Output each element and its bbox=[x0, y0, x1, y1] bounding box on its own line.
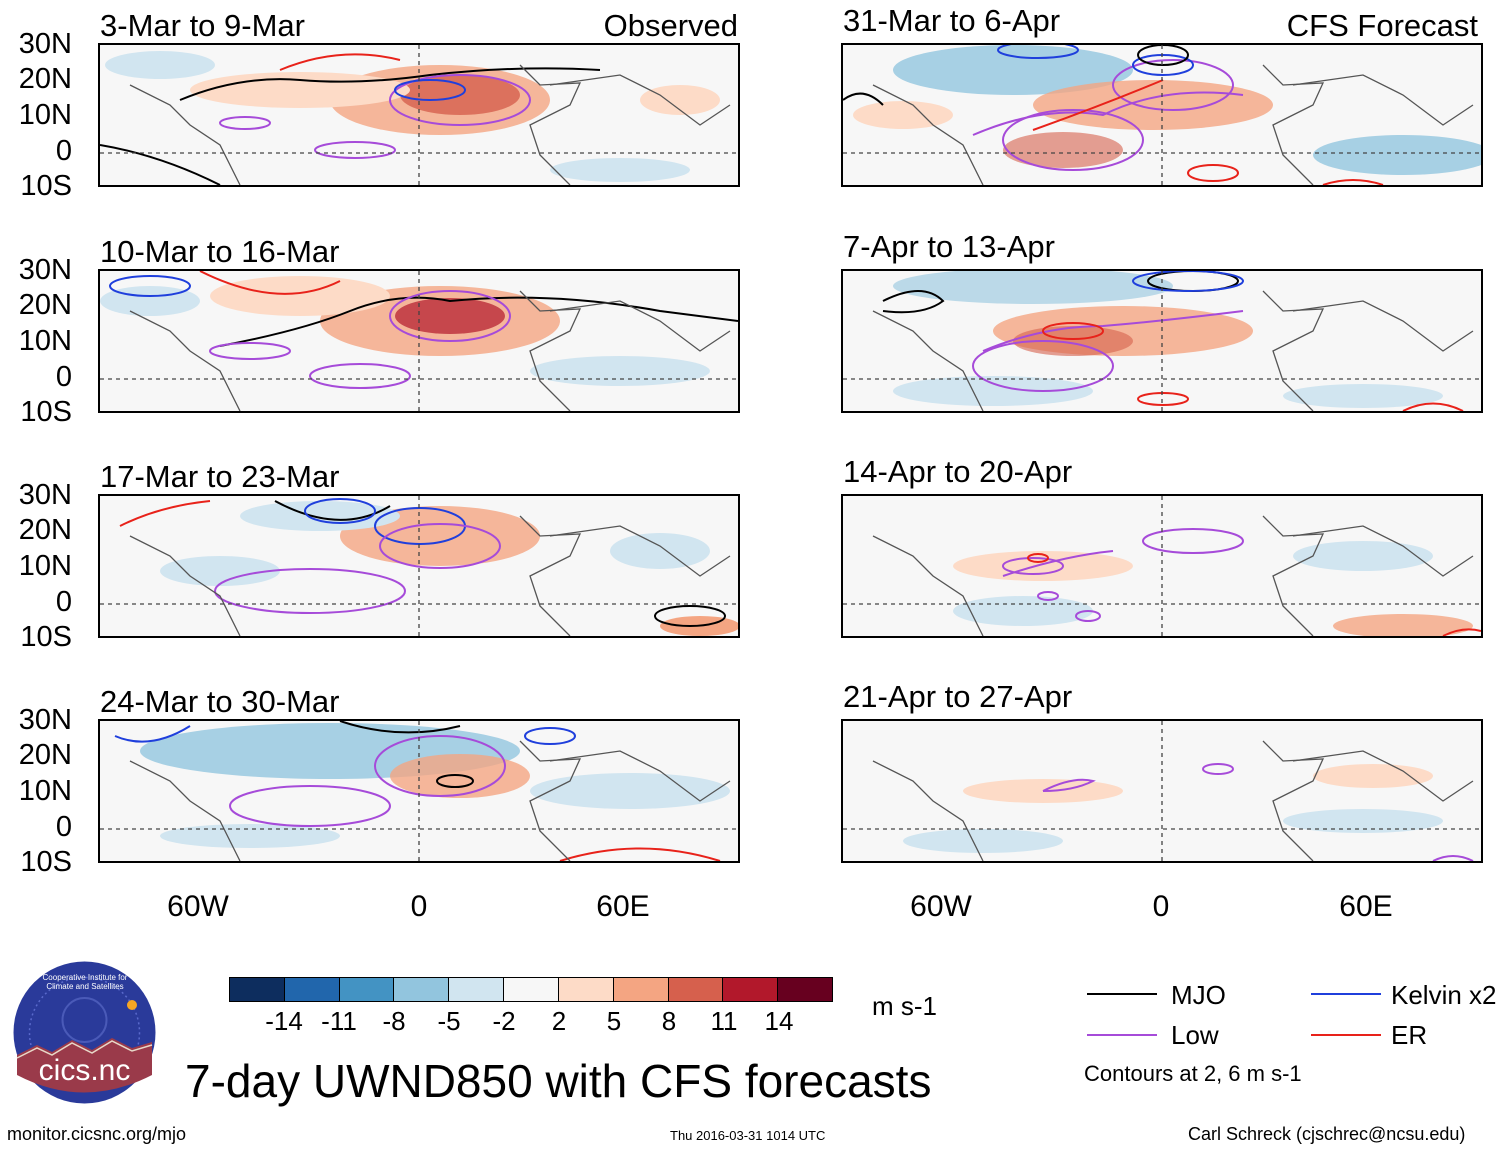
lon-label-left-60w: 60W bbox=[167, 890, 229, 923]
footer-timestamp: Thu 2016-03-31 1014 UTC bbox=[670, 1128, 826, 1143]
legend-label-kelvin: Kelvin x2 bbox=[1391, 980, 1497, 1010]
lon-label-left-60e: 60E bbox=[596, 890, 650, 923]
map-panel-2 bbox=[98, 269, 740, 413]
panel-2-title: 10-Mar to 16-Mar bbox=[100, 234, 340, 269]
colorbar-tick-label: 2 bbox=[551, 1006, 567, 1036]
cics-logo: Cooperative Institute for Climate and Sa… bbox=[12, 960, 157, 1105]
legend-note: Contours at 2, 6 m s-1 bbox=[1084, 1061, 1302, 1086]
colorbar-swatch bbox=[449, 978, 505, 1001]
map-panel-4 bbox=[98, 719, 740, 863]
map-panel-6 bbox=[841, 269, 1483, 413]
colorbar-swatch bbox=[230, 978, 285, 1001]
legend-label-mjo: MJO bbox=[1171, 980, 1226, 1010]
colorbar-swatch bbox=[558, 978, 614, 1001]
map-panel-1 bbox=[98, 43, 740, 187]
panel-1-title: 3-Mar to 9-Mar bbox=[100, 8, 305, 43]
lon-label-right-60e: 60E bbox=[1339, 890, 1393, 923]
lat-label: 0 bbox=[55, 135, 72, 167]
lat-label: 20N bbox=[18, 739, 72, 771]
panel-5-title: 31-Mar to 6-Apr bbox=[843, 3, 1061, 38]
lat-label: 20N bbox=[18, 289, 72, 321]
map-panel-8 bbox=[841, 719, 1483, 863]
panel-6-title: 7-Apr to 13-Apr bbox=[843, 229, 1055, 264]
colorbar-tick-label: 14 bbox=[764, 1006, 794, 1036]
lon-label-right-60w: 60W bbox=[910, 890, 972, 923]
colorbar-swatch bbox=[394, 978, 450, 1001]
legend-label-low: Low bbox=[1171, 1020, 1219, 1050]
legend-line-kelvin bbox=[1311, 993, 1381, 995]
panel-7-title: 14-Apr to 20-Apr bbox=[843, 454, 1073, 489]
lat-label: 10S bbox=[20, 170, 72, 202]
lat-label: 30N bbox=[18, 704, 72, 736]
colorbar-tick-label: 5 bbox=[606, 1006, 622, 1036]
lat-label: 30N bbox=[18, 28, 72, 60]
colorbar-swatch bbox=[613, 978, 669, 1001]
lat-label: 10S bbox=[20, 846, 72, 878]
panel-3-title: 17-Mar to 23-Mar bbox=[100, 459, 340, 494]
map-panel-7 bbox=[841, 494, 1483, 638]
lat-label: 10S bbox=[20, 621, 72, 653]
legend-line-low bbox=[1087, 1034, 1157, 1036]
panel-5-tag: CFS Forecast bbox=[1286, 8, 1478, 43]
colorbar-tick-label: -11 bbox=[321, 1006, 357, 1036]
colorbar bbox=[229, 977, 833, 1002]
legend-line-er bbox=[1311, 1034, 1381, 1036]
logo-text: cics.nc bbox=[38, 1054, 131, 1087]
panel-4-title: 24-Mar to 30-Mar bbox=[100, 684, 340, 719]
colorbar-tick-label: -2 bbox=[492, 1006, 516, 1036]
legend-label-er: ER bbox=[1391, 1020, 1428, 1050]
colorbar-tick-label: 11 bbox=[710, 1006, 738, 1036]
map-panel-5 bbox=[841, 43, 1483, 187]
lon-label-right-0: 0 bbox=[1152, 890, 1170, 923]
footer-author: Carl Schreck (cjschrec@ncsu.edu) bbox=[1188, 1124, 1466, 1144]
lat-label: 30N bbox=[18, 254, 72, 286]
lat-label: 30N bbox=[18, 479, 72, 511]
lat-label: 0 bbox=[55, 586, 72, 618]
colorbar-units: m s-1 bbox=[872, 991, 937, 1021]
lat-label: 10N bbox=[18, 325, 72, 357]
colorbar-swatch bbox=[778, 978, 832, 1001]
lat-label: 20N bbox=[18, 63, 72, 95]
colorbar-swatch bbox=[504, 978, 559, 1001]
figure-title: 7-day UWND850 with CFS forecasts bbox=[185, 1055, 932, 1107]
lat-label: 0 bbox=[55, 811, 72, 843]
lat-label: 0 bbox=[55, 361, 72, 393]
colorbar-swatch bbox=[339, 978, 395, 1001]
map-panel-3 bbox=[98, 494, 740, 638]
colorbar-tick-label: -5 bbox=[437, 1006, 461, 1036]
panel-1-tag: Observed bbox=[603, 8, 738, 43]
legend-line-mjo bbox=[1087, 993, 1157, 995]
lat-label: 10N bbox=[18, 550, 72, 582]
colorbar-swatch bbox=[668, 978, 724, 1001]
colorbar-swatch bbox=[284, 978, 340, 1001]
lat-label: 20N bbox=[18, 514, 72, 546]
lat-label: 10S bbox=[20, 396, 72, 428]
colorbar-tick-label: -8 bbox=[382, 1006, 406, 1036]
footer-url: monitor.cicsnc.org/mjo bbox=[7, 1124, 187, 1144]
colorbar-tick-label: -14 bbox=[265, 1006, 303, 1036]
lat-label: 10N bbox=[18, 99, 72, 131]
lon-label-left-0: 0 bbox=[410, 890, 428, 923]
panel-8-title: 21-Apr to 27-Apr bbox=[843, 679, 1073, 714]
colorbar-swatch bbox=[723, 978, 779, 1001]
logo-ring-text: Cooperative Institute for Climate and Sa… bbox=[42, 973, 128, 991]
colorbar-tick-label: 8 bbox=[661, 1006, 677, 1036]
lat-label: 10N bbox=[18, 775, 72, 807]
